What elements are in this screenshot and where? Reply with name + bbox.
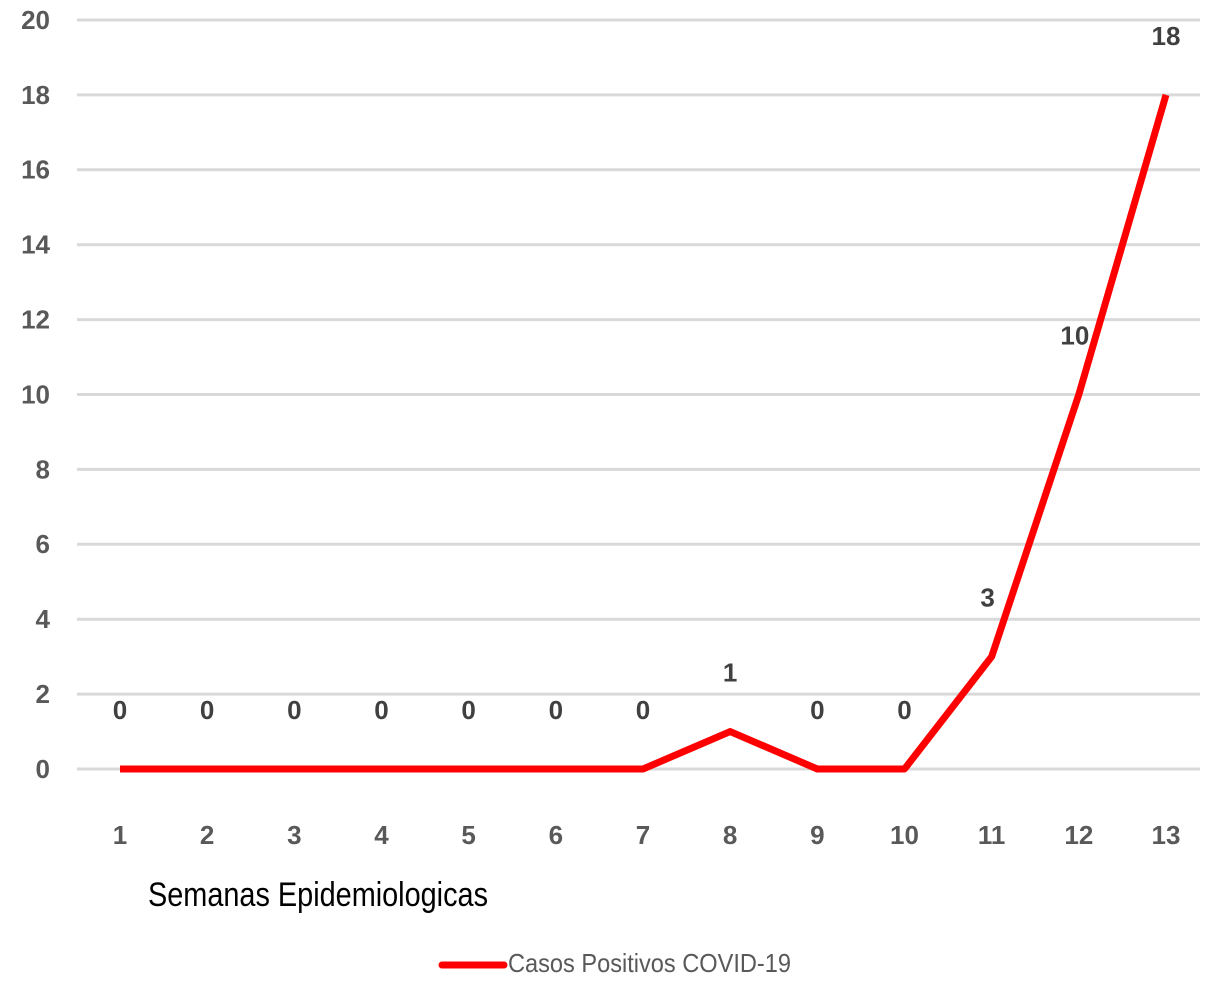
line xyxy=(120,93,1170,773)
y-tick-label: 14 xyxy=(21,230,50,260)
y-tick-label: 0 xyxy=(36,754,50,784)
x-tick-label: 9 xyxy=(810,820,824,850)
x-tick-label: 5 xyxy=(461,820,475,850)
x-tick-label: 6 xyxy=(549,820,563,850)
x-tick-label: 11 xyxy=(978,820,1006,850)
data-label: 0 xyxy=(636,695,650,725)
data-label: 1 xyxy=(723,657,737,687)
y-tick-label: 10 xyxy=(21,379,50,409)
x-tick-label: 8 xyxy=(723,820,737,850)
data-label: 18 xyxy=(1152,21,1181,51)
x-tick-label: 4 xyxy=(374,820,389,850)
data-label: 0 xyxy=(374,695,388,725)
y-tick-label: 12 xyxy=(21,304,50,334)
y-tick-label: 2 xyxy=(36,679,50,709)
y-tick-label: 4 xyxy=(36,604,51,634)
x-tick-label: 3 xyxy=(287,820,301,850)
legend-label: Casos Positivos COVID-19 xyxy=(508,948,791,978)
y-tick-label: 8 xyxy=(36,454,50,484)
x-axis-title: Semanas Epidemiologicas xyxy=(148,876,488,914)
x-tick-label: 13 xyxy=(1152,820,1181,850)
x-tick-label: 7 xyxy=(636,820,650,850)
x-tick-label: 2 xyxy=(200,820,214,850)
x-tick-label: 12 xyxy=(1064,820,1093,850)
data-label: 0 xyxy=(200,695,214,725)
data-label: 0 xyxy=(113,695,127,725)
data-label: 0 xyxy=(549,695,563,725)
data-label: 3 xyxy=(980,583,994,613)
y-tick-label: 20 xyxy=(21,5,50,35)
data-label: 0 xyxy=(810,695,824,725)
data-label: 10 xyxy=(1060,320,1089,350)
y-tick-label: 16 xyxy=(21,155,50,185)
data-label: 0 xyxy=(461,695,475,725)
y-tick-label: 18 xyxy=(21,80,50,110)
x-tick-label: 1 xyxy=(113,820,127,850)
data-label: 0 xyxy=(287,695,301,725)
x-tick-label: 10 xyxy=(890,820,919,850)
y-tick-label: 6 xyxy=(36,529,50,559)
data-label: 0 xyxy=(897,695,911,725)
